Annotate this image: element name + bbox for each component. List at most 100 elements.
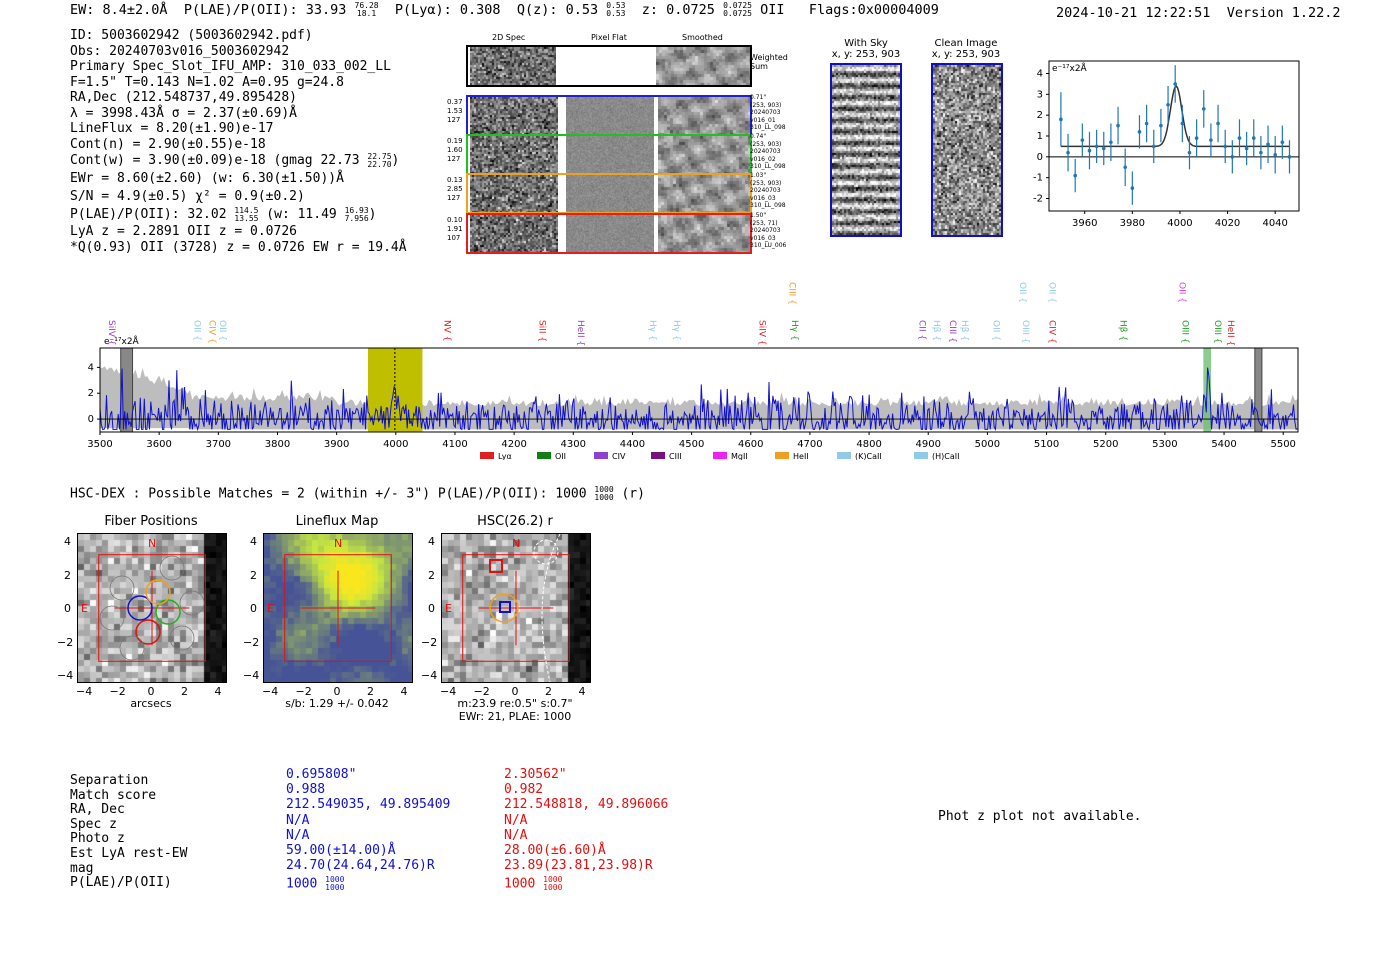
map-ytick-label: 4 bbox=[64, 535, 71, 548]
cutout-right-label: 310_LL_098 bbox=[750, 163, 786, 170]
info-contw-hi: 22.75 bbox=[367, 151, 392, 161]
zoom-data-point bbox=[1087, 148, 1092, 153]
map-xtick-label: 2 bbox=[545, 685, 552, 698]
emission-line-label: OII { bbox=[1177, 282, 1187, 303]
cutout-left-label: 0.13 bbox=[447, 176, 463, 184]
cutout-right-label: (253, 903) bbox=[750, 179, 782, 187]
cutout-left-label: 1.53 bbox=[447, 107, 463, 115]
header-ew: EW: 8.4±2.0Å bbox=[70, 2, 168, 18]
photz-message: Phot z plot not available. bbox=[938, 809, 1142, 824]
map-ytick-label: −2 bbox=[421, 635, 438, 649]
zoom-xtick-label: 4000 bbox=[1167, 218, 1192, 229]
full-xtick-label: 4300 bbox=[561, 439, 586, 450]
info-plae-w-hi: 16.93 bbox=[344, 205, 369, 215]
info-contw-text: Cont(w) = 3.90(±0.09)e-18 (gmag 22.73 bbox=[70, 153, 360, 168]
full-spectrum-plot: 0 2 4 3500 3600 3700 3800 3900 4000 4100 4200 4300 4… bbox=[87, 282, 1299, 460]
map-xtick-label: 4 bbox=[578, 685, 586, 698]
cutout-noise bbox=[566, 136, 654, 173]
zoom-ytick-label: 4 bbox=[1037, 69, 1043, 80]
cutout-right-label: 20240703 bbox=[750, 187, 781, 194]
map-ytick-label: 2 bbox=[428, 568, 435, 582]
map-xtick-label: −2 bbox=[109, 685, 126, 698]
full-ytick-label: 2 bbox=[88, 388, 94, 399]
header-plae: P(LAE)/P(OII): 33.93 bbox=[183, 2, 347, 18]
catalog-marker bbox=[499, 601, 511, 613]
full-xtick-label: 3700 bbox=[206, 439, 231, 450]
zoom-spectrum-plot: -2 -1 0 1 2 3 4 3960 3980 4000 4020 4040 e⁻¹⁷x2Å bbox=[1033, 60, 1300, 229]
full-xtick-label: 3800 bbox=[265, 439, 290, 450]
header-z-line: OII bbox=[760, 2, 785, 18]
clean-image-title: Clean Image x, y: 253, 903 bbox=[926, 38, 1006, 60]
cutout-row-left-labels: 0.37 1.53 127 bbox=[447, 98, 465, 125]
zoom-data-point bbox=[1251, 136, 1256, 140]
legend-label: (H)CaII bbox=[932, 452, 959, 460]
map-xtick-label: 4 bbox=[214, 685, 222, 698]
cutout-row bbox=[466, 173, 752, 214]
cutout-left-label: 127 bbox=[447, 155, 461, 163]
cmp-label: Photo z bbox=[70, 831, 125, 847]
header-z-hi: 0.0725 bbox=[723, 1, 752, 10]
zoom-data-point bbox=[1109, 140, 1113, 145]
fiber-circle-grey bbox=[159, 555, 185, 581]
cmp-label: Match score bbox=[70, 787, 157, 803]
map-ytick-label: 2 bbox=[250, 568, 257, 582]
cmp-label: RA, Dec bbox=[70, 802, 125, 818]
map-xlabel: arcsecs bbox=[130, 697, 172, 710]
full-xtick-label: 4400 bbox=[620, 439, 645, 450]
emission-line-label: OII { bbox=[990, 320, 1000, 341]
cutout-right-label: (253, 903) bbox=[750, 140, 782, 148]
cutout-row-right-labels: 1.03" (253, 903) 20240703 v016_03 310_LL_098 bbox=[750, 172, 786, 210]
full-xtick-label: 3900 bbox=[324, 439, 349, 450]
map-ytick-label: 4 bbox=[428, 535, 435, 548]
emission-line-label: SiIV { bbox=[757, 320, 767, 346]
zoom-data-point bbox=[1273, 152, 1277, 157]
cmp-blue-value: 24.70(24.64,24.76)R bbox=[286, 858, 435, 874]
cutout-row bbox=[466, 95, 752, 136]
zoom-data-point bbox=[1209, 138, 1213, 142]
emission-line-label: OIII { bbox=[1020, 320, 1030, 344]
emission-line-label: SiIV { bbox=[106, 320, 116, 346]
info-line: Obs: 20240703v016_5003602942 bbox=[70, 43, 290, 59]
neighbor-arc bbox=[541, 534, 561, 682]
legend-label: CIV bbox=[612, 452, 626, 460]
cmp-blue-value: N/A bbox=[286, 812, 310, 828]
fiber-circle bbox=[155, 599, 181, 625]
clean-image bbox=[931, 63, 1003, 237]
cutout-row-left-labels: 0.13 2.85 127 bbox=[447, 176, 465, 203]
map-ytick-label: 0 bbox=[428, 602, 435, 615]
full-xtick-label: 4700 bbox=[797, 439, 822, 450]
zoom-xtick-label: 3980 bbox=[1120, 218, 1145, 229]
cmp-blue-value: N/A bbox=[286, 827, 310, 843]
emission-line-label: Hβ { bbox=[959, 320, 969, 341]
cutout-noise bbox=[566, 175, 654, 212]
cutout-left-label: 2.85 bbox=[447, 185, 463, 193]
zoom-ytick-label: 2 bbox=[1037, 110, 1043, 121]
map-ytick-label: 2 bbox=[64, 568, 71, 582]
zoom-data-point bbox=[1144, 121, 1149, 126]
full-xtick-label: 4500 bbox=[679, 439, 704, 450]
zoom-data-point bbox=[1259, 150, 1263, 155]
cmp-blue-value: 0.695808" bbox=[286, 767, 357, 782]
legend-label: HeII bbox=[793, 452, 809, 460]
legend-swatch bbox=[651, 452, 665, 459]
info-line: F=1.5" T=0.143 N=1.02 A=0.95 g=24.8 bbox=[70, 74, 344, 90]
info-contw: Cont(w) = 3.90(±0.09)e-18 (gmag 22.73 22… bbox=[70, 151, 400, 169]
cmp-label: Est LyA rest-EW bbox=[70, 845, 188, 861]
weighted-sum-row bbox=[466, 45, 752, 87]
zoom-data-point bbox=[1166, 102, 1170, 107]
cmp-red-value: N/A bbox=[504, 827, 528, 843]
cutout-noise bbox=[658, 175, 750, 212]
cmp-blue-value: 0.988 bbox=[286, 782, 326, 798]
zoom-data-point bbox=[1101, 146, 1106, 151]
info-line: λ = 3998.43Å σ = 2.37(±0.69)Å bbox=[70, 105, 297, 121]
cutout-right-label: v016_02 bbox=[750, 155, 776, 163]
zoom-ytick-label: 3 bbox=[1037, 89, 1043, 100]
legend-swatch bbox=[480, 452, 494, 459]
cutout-right-label: 0.74" bbox=[750, 133, 767, 140]
cmp-blue-value: 212.549035, 49.895409 bbox=[286, 797, 451, 813]
info-line: ID: 5003602942 (5003602942.pdf) bbox=[70, 28, 313, 43]
full-xtick-label: 5200 bbox=[1093, 439, 1118, 450]
zoom-data-point bbox=[1237, 136, 1242, 140]
zoom-unit-label: e⁻¹⁷x2Å bbox=[1052, 62, 1088, 74]
cmp-label: Separation bbox=[70, 773, 149, 788]
